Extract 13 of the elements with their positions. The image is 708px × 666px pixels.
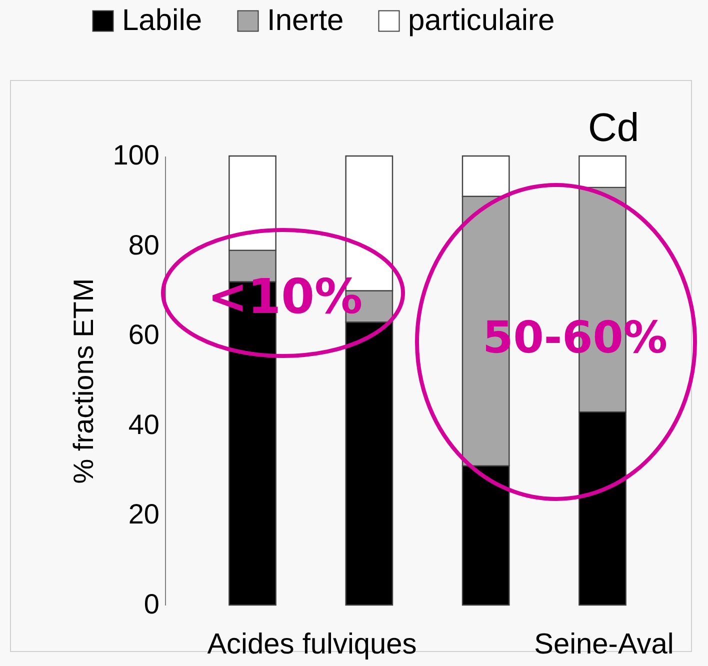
y-tick-label: 40 (128, 408, 160, 440)
chart-title: Cd (588, 105, 640, 152)
legend-label: Inerte (267, 4, 344, 37)
text: Acides fulviques (207, 628, 417, 662)
y-tick-label: 0 (144, 588, 160, 620)
y-axis-title: % fractions ETM (68, 278, 99, 484)
y-tick-label: 60 (128, 319, 160, 350)
y-tick-label: 80 (128, 229, 160, 260)
y-tick-label: 100 (112, 140, 160, 170)
y-tick-label: 20 (128, 498, 160, 530)
legend-label: particulaire (408, 4, 555, 37)
legend-label: Labile (122, 4, 202, 37)
text: Seine-Aval (534, 628, 674, 662)
